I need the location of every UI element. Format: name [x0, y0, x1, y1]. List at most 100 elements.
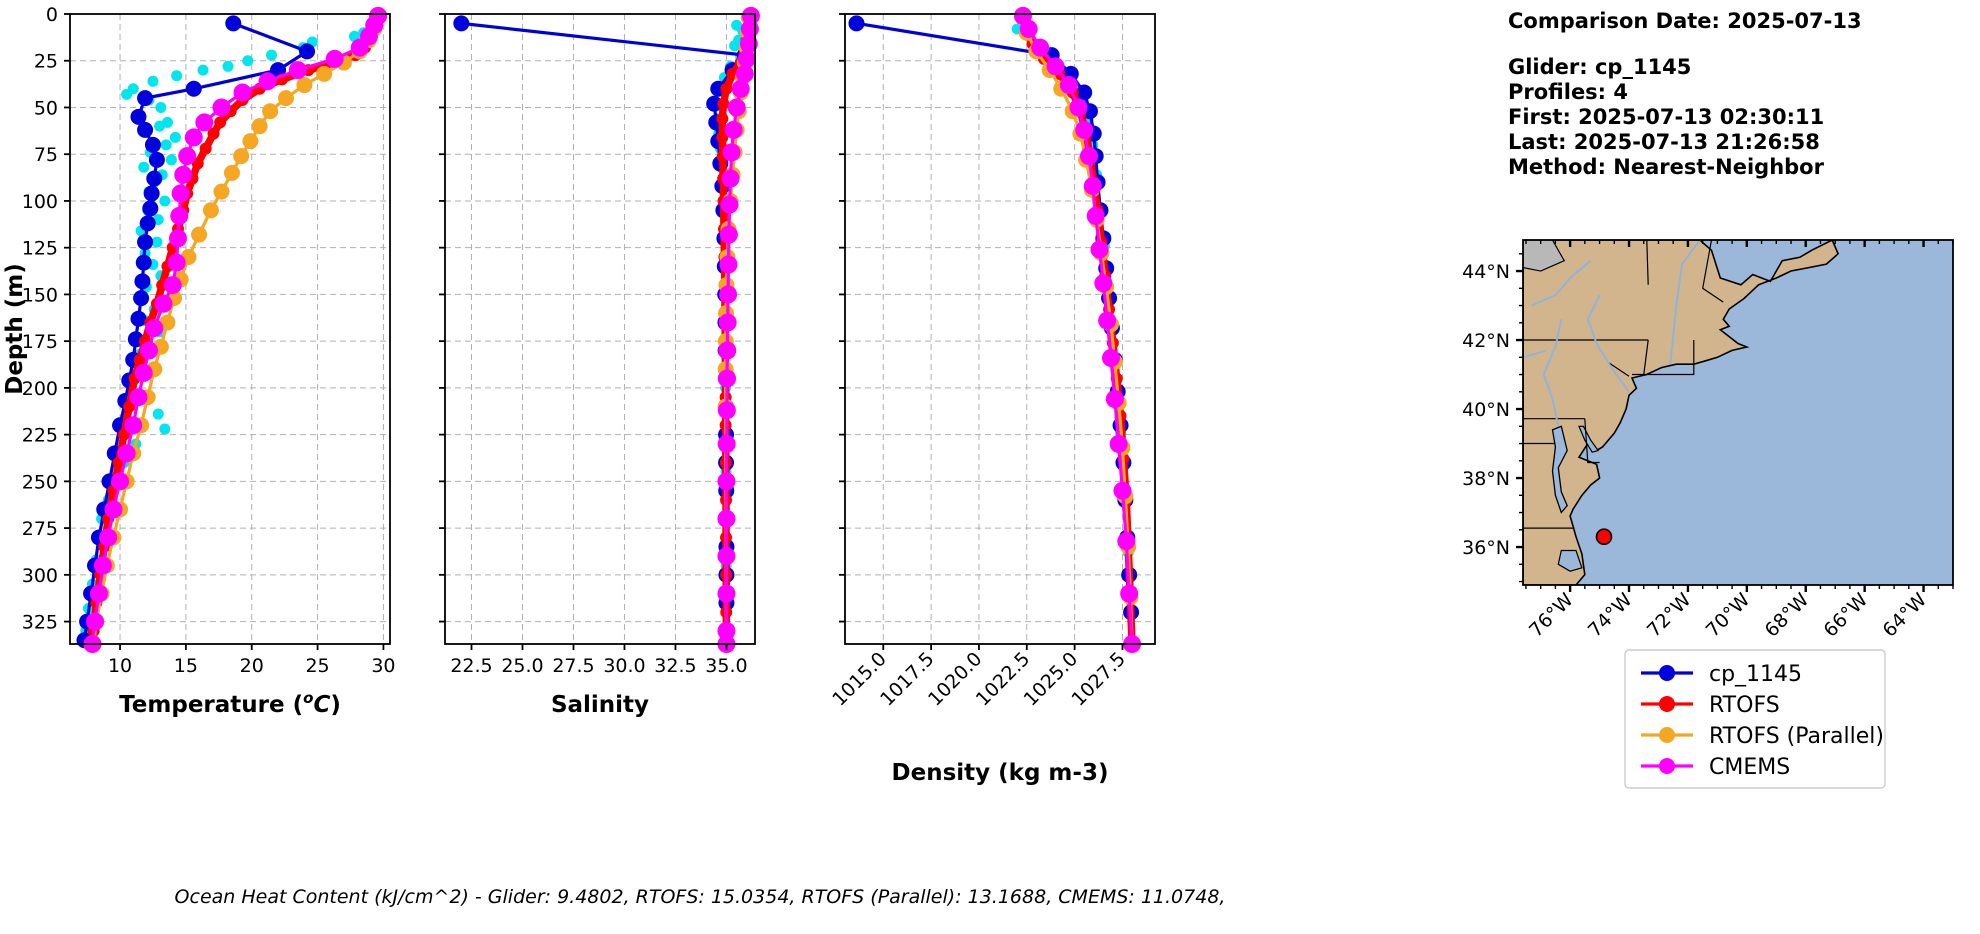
- series-marker: [717, 434, 736, 453]
- map-frame: [1522, 239, 1954, 586]
- series-marker: [214, 116, 227, 129]
- series-marker: [89, 584, 108, 603]
- series-marker: [453, 15, 470, 32]
- xtick-label: 15: [174, 655, 198, 677]
- scatter-point: [154, 120, 166, 132]
- series-marker: [124, 416, 143, 435]
- series-marker: [213, 183, 230, 200]
- map-delaware-bay: [1578, 425, 1600, 453]
- series-marker: [242, 133, 259, 150]
- series-marker: [212, 98, 231, 117]
- series-marker: [718, 369, 737, 388]
- legend-item-cp-1145[interactable]: cp_1145: [1641, 662, 1802, 687]
- series-marker: [1086, 206, 1105, 225]
- series-marker: [1105, 390, 1124, 409]
- xtick-label: 25.0: [501, 655, 543, 677]
- series-marker: [717, 621, 736, 640]
- xtick-label: 25: [305, 655, 329, 677]
- series-marker: [137, 90, 154, 107]
- study-area-map: 44°N 42°N 40°N 38°N 36°N 76°W 74°W 72°W 70°W 68°W…: [1462, 239, 1954, 642]
- map-lat-label: 40°N: [1462, 399, 1510, 421]
- map-lon-label: 76°W: [1525, 589, 1578, 642]
- axes-frame: [69, 13, 391, 645]
- series-marker: [163, 276, 182, 295]
- series-marker: [137, 121, 154, 138]
- series-cmems: [1013, 6, 1142, 653]
- map-lon-label: 66°W: [1820, 589, 1873, 642]
- ytick-label: 250: [22, 471, 58, 493]
- series-marker: [1069, 98, 1088, 117]
- series-cp-1145: [76, 15, 316, 649]
- map-river: [1523, 349, 1547, 359]
- xtick-label: 27.5: [552, 655, 594, 677]
- series-marker: [720, 82, 733, 95]
- map-lon-label: 68°W: [1761, 589, 1814, 642]
- series-marker: [258, 72, 277, 91]
- scatter-point: [147, 75, 159, 87]
- series-marker: [191, 226, 208, 243]
- map-contents: [1523, 240, 1840, 585]
- series-marker: [1076, 84, 1093, 101]
- map-lon-label: 70°W: [1702, 589, 1755, 642]
- series-marker: [735, 64, 754, 83]
- panel-density: 1015.01017.51020.01022.51025.01027.5Dens…: [828, 6, 1156, 786]
- series-marker: [299, 43, 316, 60]
- series-marker: [130, 310, 147, 327]
- scatter-point: [159, 423, 171, 435]
- series-marker: [706, 95, 723, 112]
- ytick-label: 325: [22, 612, 58, 634]
- series-marker: [202, 202, 219, 219]
- series-marker: [724, 120, 743, 139]
- scatter-point: [169, 131, 181, 143]
- scatter-point: [171, 70, 183, 82]
- series-marker: [185, 80, 202, 97]
- series-marker: [130, 108, 147, 125]
- series-marker: [296, 77, 313, 94]
- legend-item-rtofs-parallel-[interactable]: RTOFS (Parallel): [1641, 724, 1884, 749]
- scatter-point: [138, 161, 150, 173]
- series-marker: [170, 206, 189, 225]
- scatter-point: [159, 195, 171, 207]
- series-marker: [1109, 434, 1128, 453]
- series-marker: [134, 363, 153, 382]
- map-chesapeake-bay: [1551, 425, 1568, 514]
- map-lat-label: 44°N: [1462, 261, 1510, 283]
- scatter-point: [242, 55, 254, 67]
- map-lon-label: 64°W: [1878, 589, 1931, 642]
- xaxis-title: Temperature (oC): [119, 689, 341, 718]
- series-marker: [717, 547, 736, 566]
- series-marker: [86, 612, 105, 631]
- series-marker: [1090, 240, 1109, 259]
- yaxis-title: Depth (m): [2, 263, 28, 395]
- series-marker: [720, 195, 739, 214]
- map-state-border: [1632, 340, 1695, 376]
- series-marker: [350, 38, 369, 57]
- series-marker: [716, 112, 729, 125]
- ocean-heat-content-footer: Ocean Heat Content (kJ/cm^2) - Glider: 9…: [175, 886, 1226, 908]
- series-marker: [716, 131, 729, 144]
- series-marker: [225, 15, 242, 32]
- map-lon-label: 74°W: [1584, 589, 1637, 642]
- legend-marker: [1659, 665, 1675, 681]
- series-marker: [139, 215, 156, 232]
- info-block: Comparison Date: 2025-07-13 Glider: cp_11…: [1508, 9, 1862, 179]
- legend-marker: [1659, 696, 1675, 712]
- series-marker: [159, 314, 176, 331]
- legend-item-rtofs[interactable]: RTOFS: [1641, 693, 1780, 718]
- xtick-label: 22.5: [450, 655, 492, 677]
- series-marker: [717, 401, 736, 420]
- series-marker: [717, 97, 730, 110]
- series-marker: [137, 234, 154, 251]
- glider-location-marker[interactable]: [1595, 528, 1613, 546]
- series-marker: [143, 185, 160, 202]
- series-marker: [111, 472, 130, 491]
- map-river: [1531, 259, 1592, 307]
- xaxis-title: Salinity: [551, 692, 649, 718]
- legend-item-cmems[interactable]: CMEMS: [1641, 755, 1790, 780]
- series-marker: [184, 128, 203, 147]
- series-marker: [1098, 311, 1117, 330]
- series-marker: [1031, 38, 1050, 57]
- series-marker: [277, 90, 294, 107]
- series-marker: [145, 319, 164, 338]
